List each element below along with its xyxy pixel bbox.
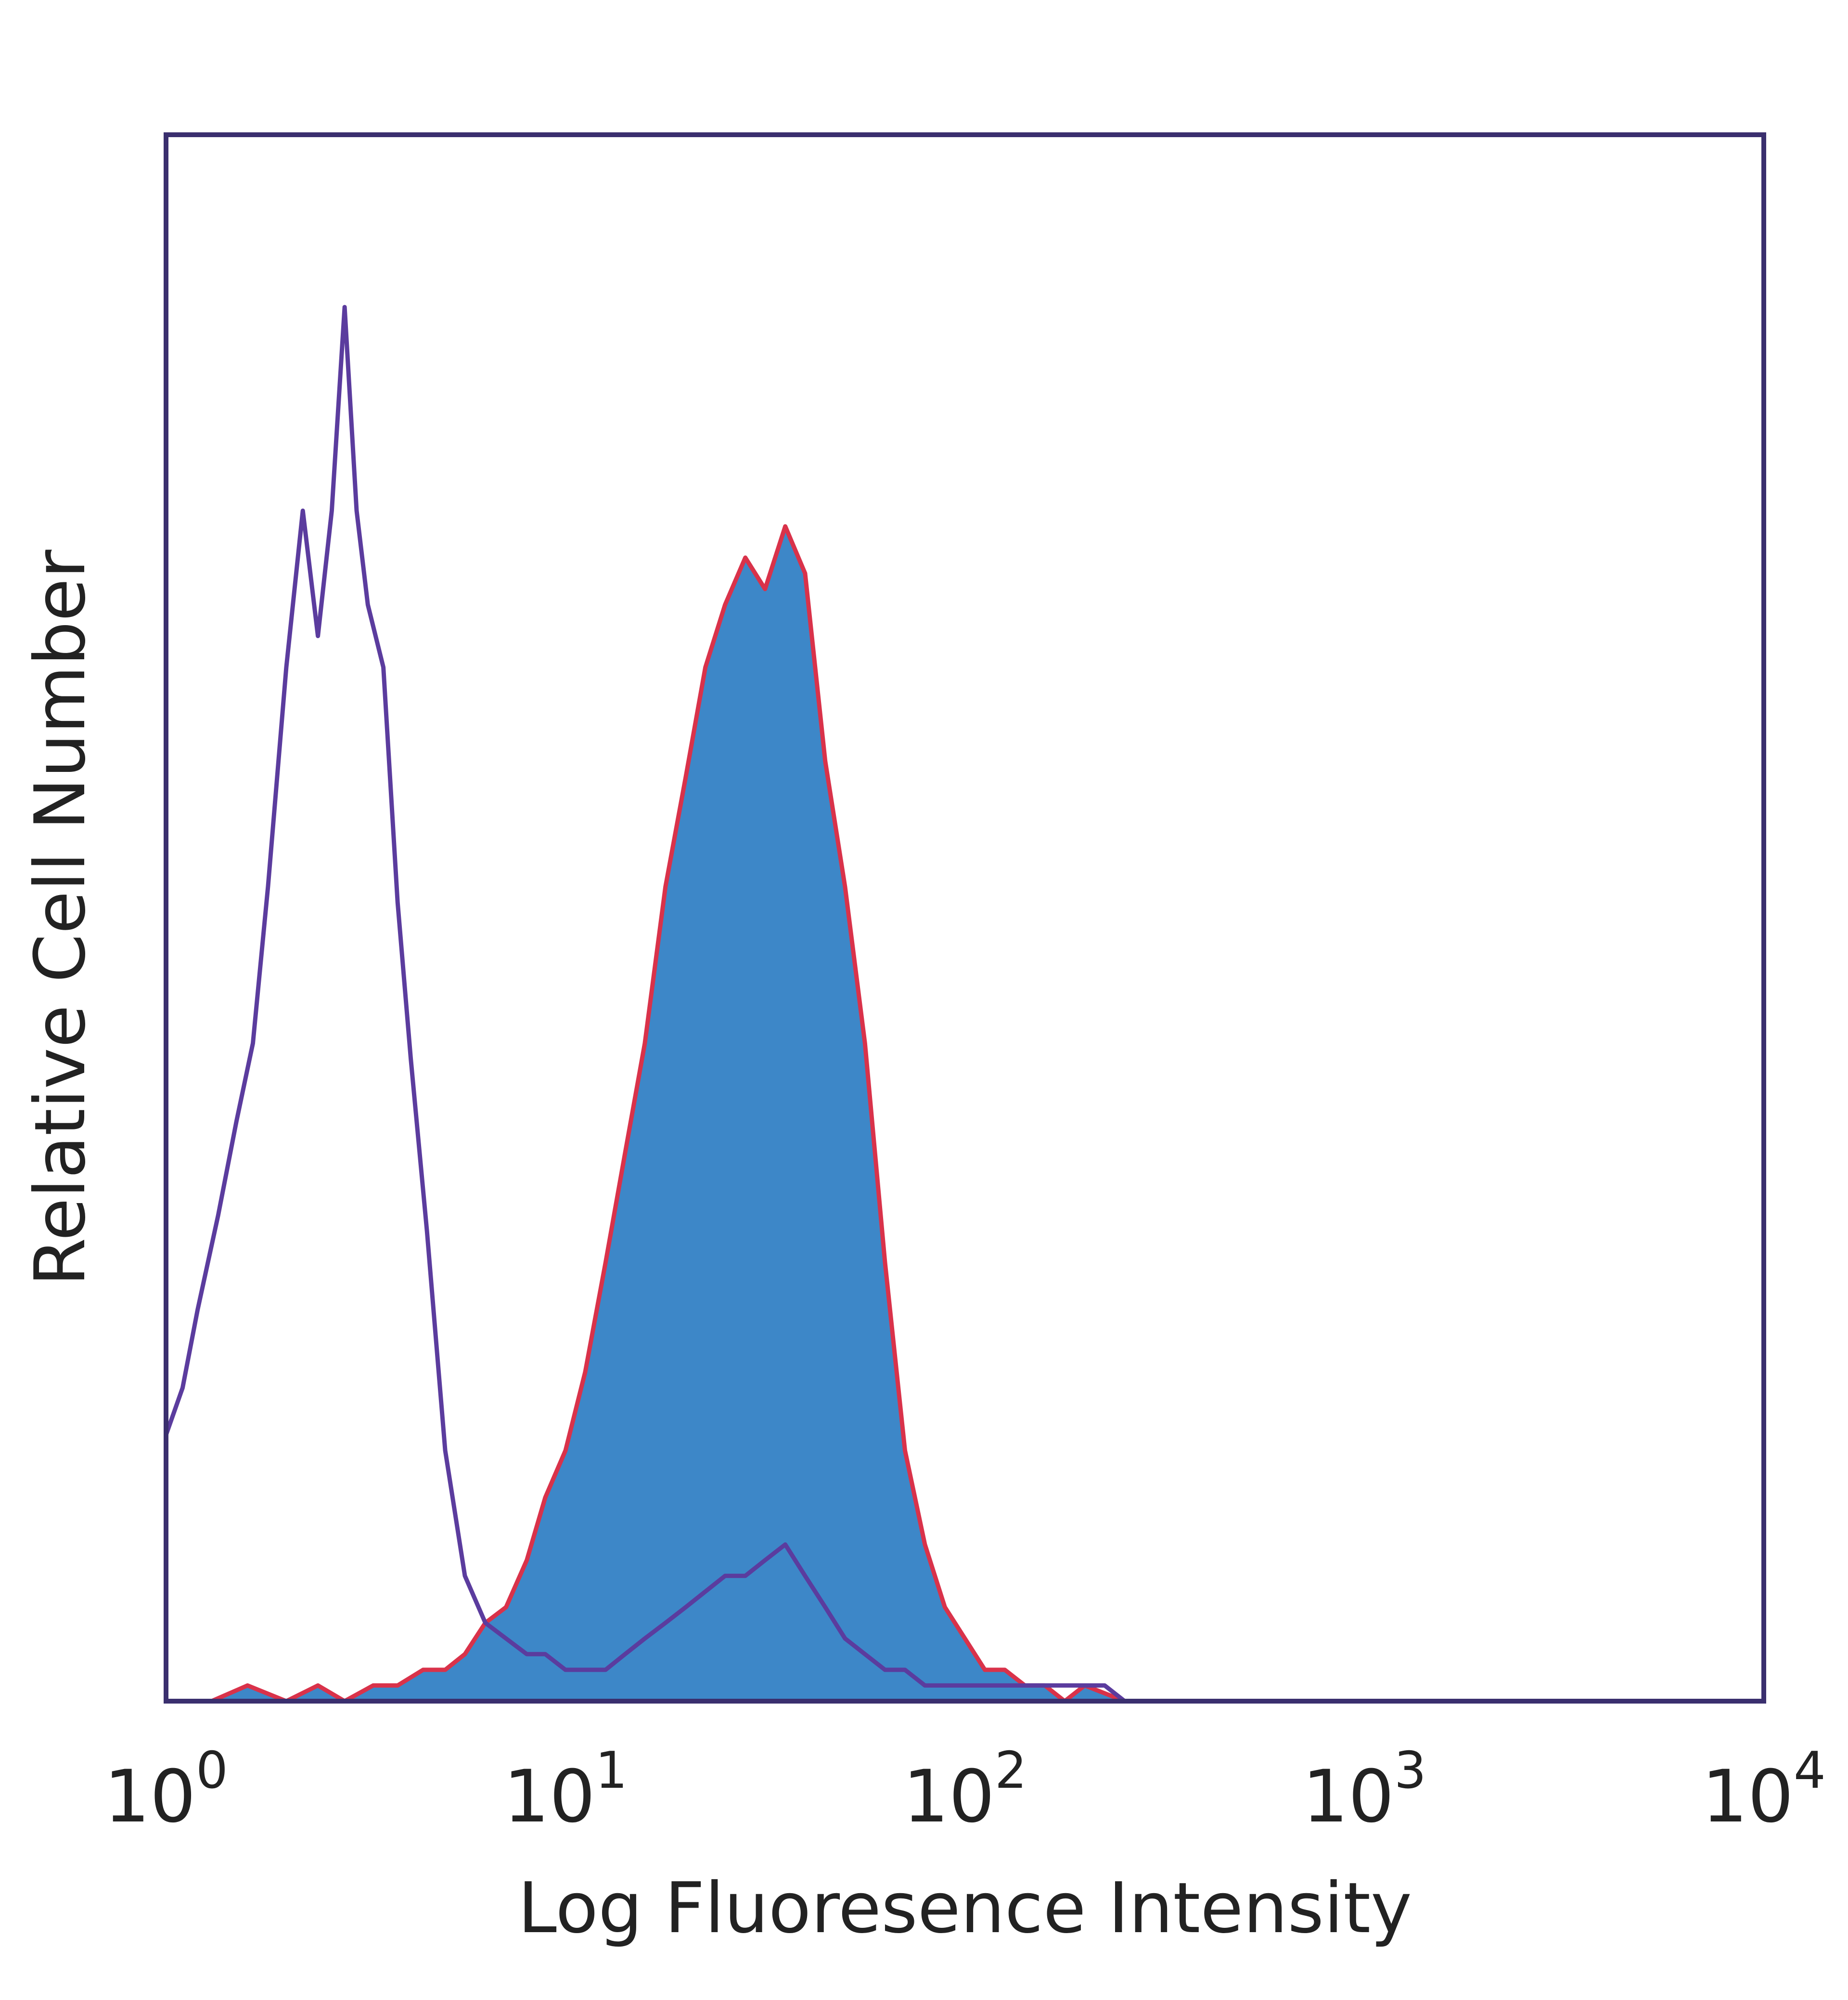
x-tick-label: 102 (903, 1741, 1027, 1839)
series-1-line (164, 305, 1126, 1703)
plot-layer (164, 305, 1126, 1704)
y-axis-title: Relative Cell Number (20, 550, 101, 1286)
series-0-filled-area (166, 526, 1125, 1701)
x-tick-label: 103 (1302, 1741, 1426, 1839)
x-tick-label: 100 (104, 1741, 228, 1839)
plot-frame (164, 132, 1766, 1704)
series-0-line (166, 524, 1126, 1704)
x-tick-labels: 100 101 102 103 104 (104, 1741, 1826, 1839)
x-tick-label: 101 (503, 1741, 628, 1839)
x-axis-title: Log Fluoresence Intensity (518, 1868, 1412, 1949)
x-tick-label: 104 (1702, 1741, 1826, 1839)
